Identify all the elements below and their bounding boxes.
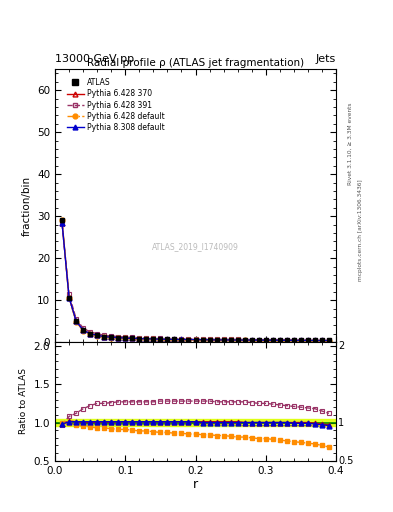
Text: 0.5: 0.5: [338, 456, 353, 466]
Text: mcplots.cern.ch [arXiv:1306.3436]: mcplots.cern.ch [arXiv:1306.3436]: [358, 180, 364, 281]
X-axis label: r: r: [193, 478, 198, 492]
Text: 2: 2: [338, 341, 344, 351]
Title: Radial profile ρ (ATLAS jet fragmentation): Radial profile ρ (ATLAS jet fragmentatio…: [87, 58, 304, 68]
Text: Jets: Jets: [316, 54, 336, 64]
Bar: [55, 419, 336, 426]
Text: ATLAS_2019_I1740909: ATLAS_2019_I1740909: [152, 242, 239, 251]
Y-axis label: Ratio to ATLAS: Ratio to ATLAS: [19, 369, 28, 435]
Text: Rivet 3.1.10, ≥ 3.3M events: Rivet 3.1.10, ≥ 3.3M events: [348, 102, 353, 185]
Text: 1: 1: [338, 417, 344, 428]
Text: 13000 GeV pp: 13000 GeV pp: [55, 54, 134, 64]
Y-axis label: fraction/bin: fraction/bin: [22, 176, 31, 236]
Legend: ATLAS, Pythia 6.428 370, Pythia 6.428 391, Pythia 6.428 default, Pythia 8.308 de: ATLAS, Pythia 6.428 370, Pythia 6.428 39…: [64, 76, 167, 135]
